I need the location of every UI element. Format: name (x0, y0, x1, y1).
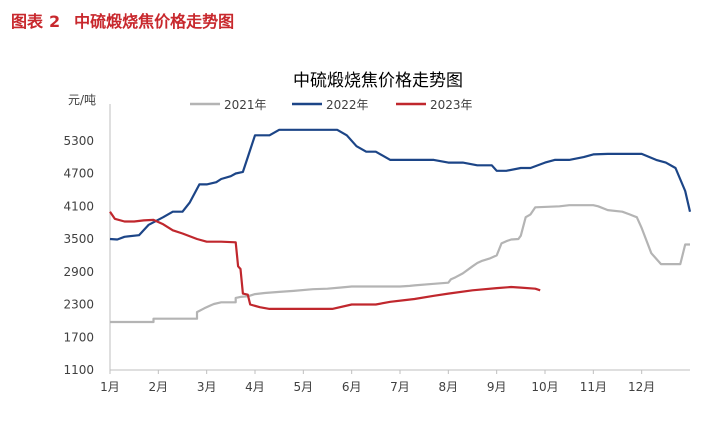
x-tick-label: 2月 (149, 380, 169, 394)
y-tick-label: 2900 (63, 265, 94, 279)
y-tick-label: 1100 (63, 363, 94, 377)
x-tick-label: 7月 (390, 380, 410, 394)
x-tick-label: 8月 (439, 380, 459, 394)
x-tick-label: 5月 (294, 380, 314, 394)
series-lines (109, 128, 692, 324)
legend-label: 2021年 (224, 98, 267, 112)
x-axis-ticks: 1月 2月 3月 4月 5月 6月 7月 8月 9月 10月 11月 12月 (100, 370, 655, 394)
series-line-2021年 (110, 204, 690, 324)
y-axis-ticks: 1100 1700 2300 2900 3500 4100 4700 5300 (63, 134, 94, 377)
legend-label: 2023年 (430, 98, 473, 112)
figure-label: 图表 (11, 12, 44, 31)
series-line-2023年 (109, 211, 541, 310)
x-tick-label: 4月 (245, 380, 265, 394)
x-tick-label: 1月 (100, 380, 120, 394)
y-tick-label: 5300 (63, 134, 94, 148)
x-tick-label: 3月 (197, 380, 217, 394)
y-tick-label: 1700 (63, 330, 94, 344)
x-tick-label: 9月 (487, 380, 507, 394)
series-line-2022年 (109, 128, 692, 241)
legend: 2021年 2022年 2023年 (190, 98, 473, 112)
y-tick-label: 4100 (63, 199, 94, 213)
y-tick-label: 4700 (63, 167, 94, 181)
figure-number: 2 (49, 12, 61, 31)
x-tick-label: 12月 (628, 380, 655, 394)
x-tick-label: 10月 (531, 380, 558, 394)
legend-label: 2022年 (326, 98, 369, 112)
y-tick-label: 3500 (63, 232, 94, 246)
chart-title: 中硫煅烧焦价格走势图 (293, 71, 463, 91)
x-tick-label: 11月 (580, 380, 607, 394)
x-tick-label: 6月 (342, 380, 362, 394)
figure-caption: 图表 2 中硫煅烧焦价格走势图 (11, 8, 234, 32)
figure-caption-text: 中硫煅烧焦价格走势图 (74, 12, 235, 31)
y-axis-unit-label: 元/吨 (68, 93, 96, 107)
y-tick-label: 2300 (63, 298, 94, 312)
